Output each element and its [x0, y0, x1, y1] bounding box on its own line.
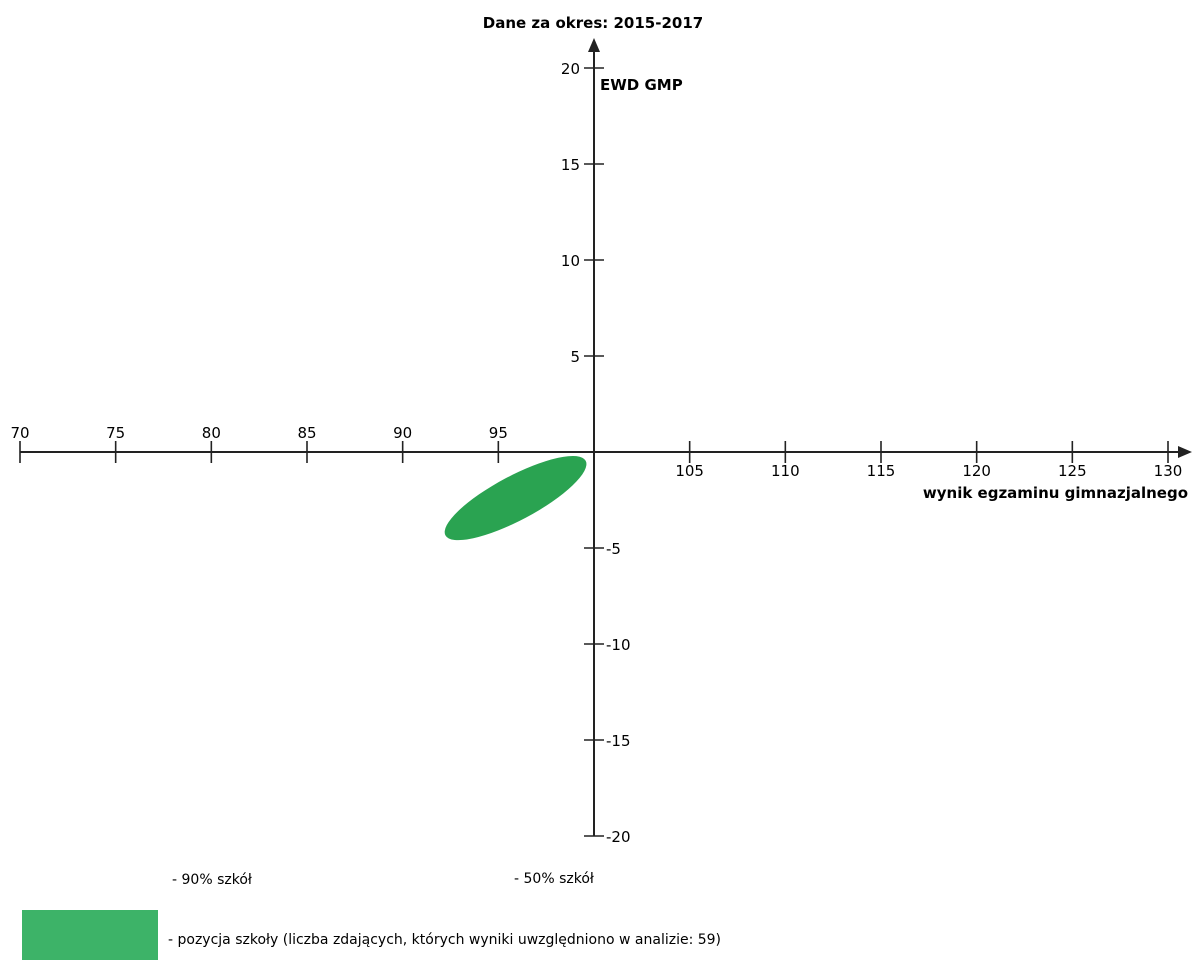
- x-tick-label: 130: [1154, 462, 1183, 480]
- y-tick-label: -5: [606, 540, 621, 558]
- x-tick-label: 95: [489, 424, 508, 442]
- legend: - 90% szkół - 50% szkół - pozycja szkoły…: [22, 871, 721, 960]
- x-ticks: 70 75 80 85 90 95 105 110 115 120 125 130: [10, 424, 1182, 480]
- x-tick-label: 120: [962, 462, 991, 480]
- school-position-ellipse: [444, 455, 587, 541]
- legend-school-swatch: [22, 910, 158, 960]
- marks: [444, 455, 587, 541]
- y-tick-label: 20: [561, 60, 580, 78]
- x-tick-label: 105: [675, 462, 704, 480]
- x-tick-label: 110: [771, 462, 800, 480]
- legend-90-label: - 90% szkół: [172, 872, 252, 888]
- legend-50-label: - 50% szkół: [514, 871, 594, 887]
- y-tick-label: 5: [570, 348, 580, 366]
- x-tick-label: 85: [297, 424, 316, 442]
- chart-title: Dane za okres: 2015-2017: [483, 14, 703, 32]
- y-tick-label: -15: [606, 732, 631, 750]
- y-axis-arrow-icon: [588, 38, 600, 52]
- x-tick-label: 80: [202, 424, 221, 442]
- x-axis-label: wynik egzaminu gimnazjalnego: [923, 484, 1188, 502]
- y-tick-label: -10: [606, 636, 631, 654]
- x-tick-label: 90: [393, 424, 412, 442]
- y-axis-label: EWD GMP: [600, 76, 683, 94]
- axes: [20, 38, 1192, 836]
- x-tick-label: 115: [867, 462, 896, 480]
- x-tick-label: 75: [106, 424, 125, 442]
- x-axis-arrow-icon: [1178, 446, 1192, 458]
- y-tick-label: 15: [561, 156, 580, 174]
- y-tick-label: 10: [561, 252, 580, 270]
- legend-school-label: - pozycja szkoły (liczba zdających, któr…: [168, 932, 721, 948]
- y-tick-label: -20: [606, 828, 631, 846]
- x-tick-label: 70: [10, 424, 29, 442]
- x-tick-label: 125: [1058, 462, 1087, 480]
- y-ticks: 20 15 10 5 -5 -10 -15 -20: [561, 60, 631, 846]
